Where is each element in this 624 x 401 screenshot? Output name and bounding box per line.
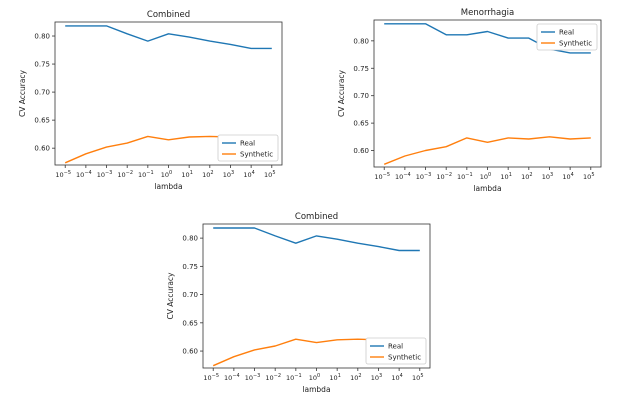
legend-label-synthetic: Synthetic (240, 151, 273, 159)
x-tick-label: 100 (161, 170, 172, 179)
x-tick-label: 100 (309, 373, 320, 382)
y-tick-label: 0.65 (353, 120, 369, 128)
chart-panel-3: Combined 0.60 0.65 0.70 0.75 0.80 10−5 10−4 10−3… (166, 212, 431, 394)
x-tick-label: 104 (391, 373, 402, 382)
x-tick-label: 10−4 (395, 172, 411, 181)
y-tick-label: 0.70 (353, 92, 369, 100)
x-tick-label: 10−3 (97, 170, 113, 179)
x-tick-label: 102 (350, 373, 361, 382)
x-tick-label: 10−5 (55, 170, 71, 179)
x-tick-label: 101 (500, 172, 511, 181)
y-tick-label: 0.65 (182, 319, 198, 327)
x-tick-label: 10−4 (224, 373, 240, 382)
x-axis-label: lambda (473, 184, 501, 193)
series-line-real (213, 227, 420, 252)
chart-panel-1: Combined 0.60 0.65 0.70 0.75 0.80 10−5 10−4 10−3… (18, 10, 283, 191)
chart-title: Menorrhagia (461, 8, 514, 18)
x-tick-label: 103 (371, 373, 382, 382)
x-tick-label: 103 (542, 172, 553, 181)
series-line-synthetic (383, 136, 591, 165)
x-tick-label: 103 (223, 170, 234, 179)
legend-label-synthetic: Synthetic (559, 40, 592, 48)
x-tick-label: 10−5 (374, 172, 390, 181)
x-tick-label: 105 (264, 170, 275, 179)
y-tick-label: 0.75 (182, 263, 198, 271)
y-axis-label: CV Accuracy (166, 272, 175, 320)
legend: Real Synthetic (217, 134, 279, 162)
legend: Real Synthetic (365, 337, 427, 365)
x-tick-label: 102 (202, 170, 213, 179)
x-tick-label: 10−5 (203, 373, 219, 382)
y-tick-label: 0.60 (182, 348, 198, 356)
x-axis-label: lambda (154, 182, 182, 191)
x-tick-label: 102 (521, 172, 532, 181)
x-tick-label: 105 (583, 172, 594, 181)
x-tick-label: 101 (181, 170, 192, 179)
x-tick-label: 10−3 (416, 172, 432, 181)
y-axis-label: CV Accuracy (337, 69, 346, 117)
y-tick-label: 0.80 (182, 235, 198, 243)
legend: Real Synthetic (536, 23, 598, 51)
legend-label-real: Real (388, 343, 403, 351)
y-tick-label: 0.80 (353, 37, 369, 45)
y-tick-label: 0.75 (34, 61, 50, 69)
y-tick-label: 0.70 (182, 291, 198, 299)
y-tick-label: 0.75 (353, 65, 369, 73)
legend-label-real: Real (559, 29, 574, 37)
x-tick-label: 104 (243, 170, 254, 179)
x-tick-label: 10−2 (436, 172, 452, 181)
series-line-real (65, 25, 272, 50)
x-tick-label: 101 (329, 373, 340, 382)
x-tick-label: 10−1 (457, 172, 473, 181)
x-tick-label: 10−2 (117, 170, 133, 179)
x-axis-label: lambda (302, 385, 330, 394)
chart-title: Combined (295, 212, 338, 222)
y-tick-label: 0.65 (34, 117, 50, 125)
legend-label-synthetic: Synthetic (388, 354, 421, 362)
x-tick-label: 10−1 (138, 170, 154, 179)
y-axis-label: CV Accuracy (18, 69, 27, 117)
x-tick-label: 10−4 (76, 170, 92, 179)
x-tick-label: 10−3 (245, 373, 261, 382)
y-tick-label: 0.60 (34, 145, 50, 153)
y-tick-label: 0.80 (34, 33, 50, 41)
x-tick-label: 10−1 (286, 373, 302, 382)
x-tick-label: 104 (562, 172, 573, 181)
chart-title: Combined (147, 10, 190, 20)
x-tick-label: 105 (412, 373, 423, 382)
y-tick-label: 0.70 (34, 89, 50, 97)
x-tick-label: 100 (480, 172, 491, 181)
y-tick-label: 0.60 (353, 147, 369, 155)
legend-label-real: Real (240, 140, 255, 148)
chart-panel-2: Menorrhagia 0.60 0.65 0.70 0.75 0.80 10−5 10−4 1… (337, 8, 602, 193)
x-tick-label: 10−2 (265, 373, 281, 382)
